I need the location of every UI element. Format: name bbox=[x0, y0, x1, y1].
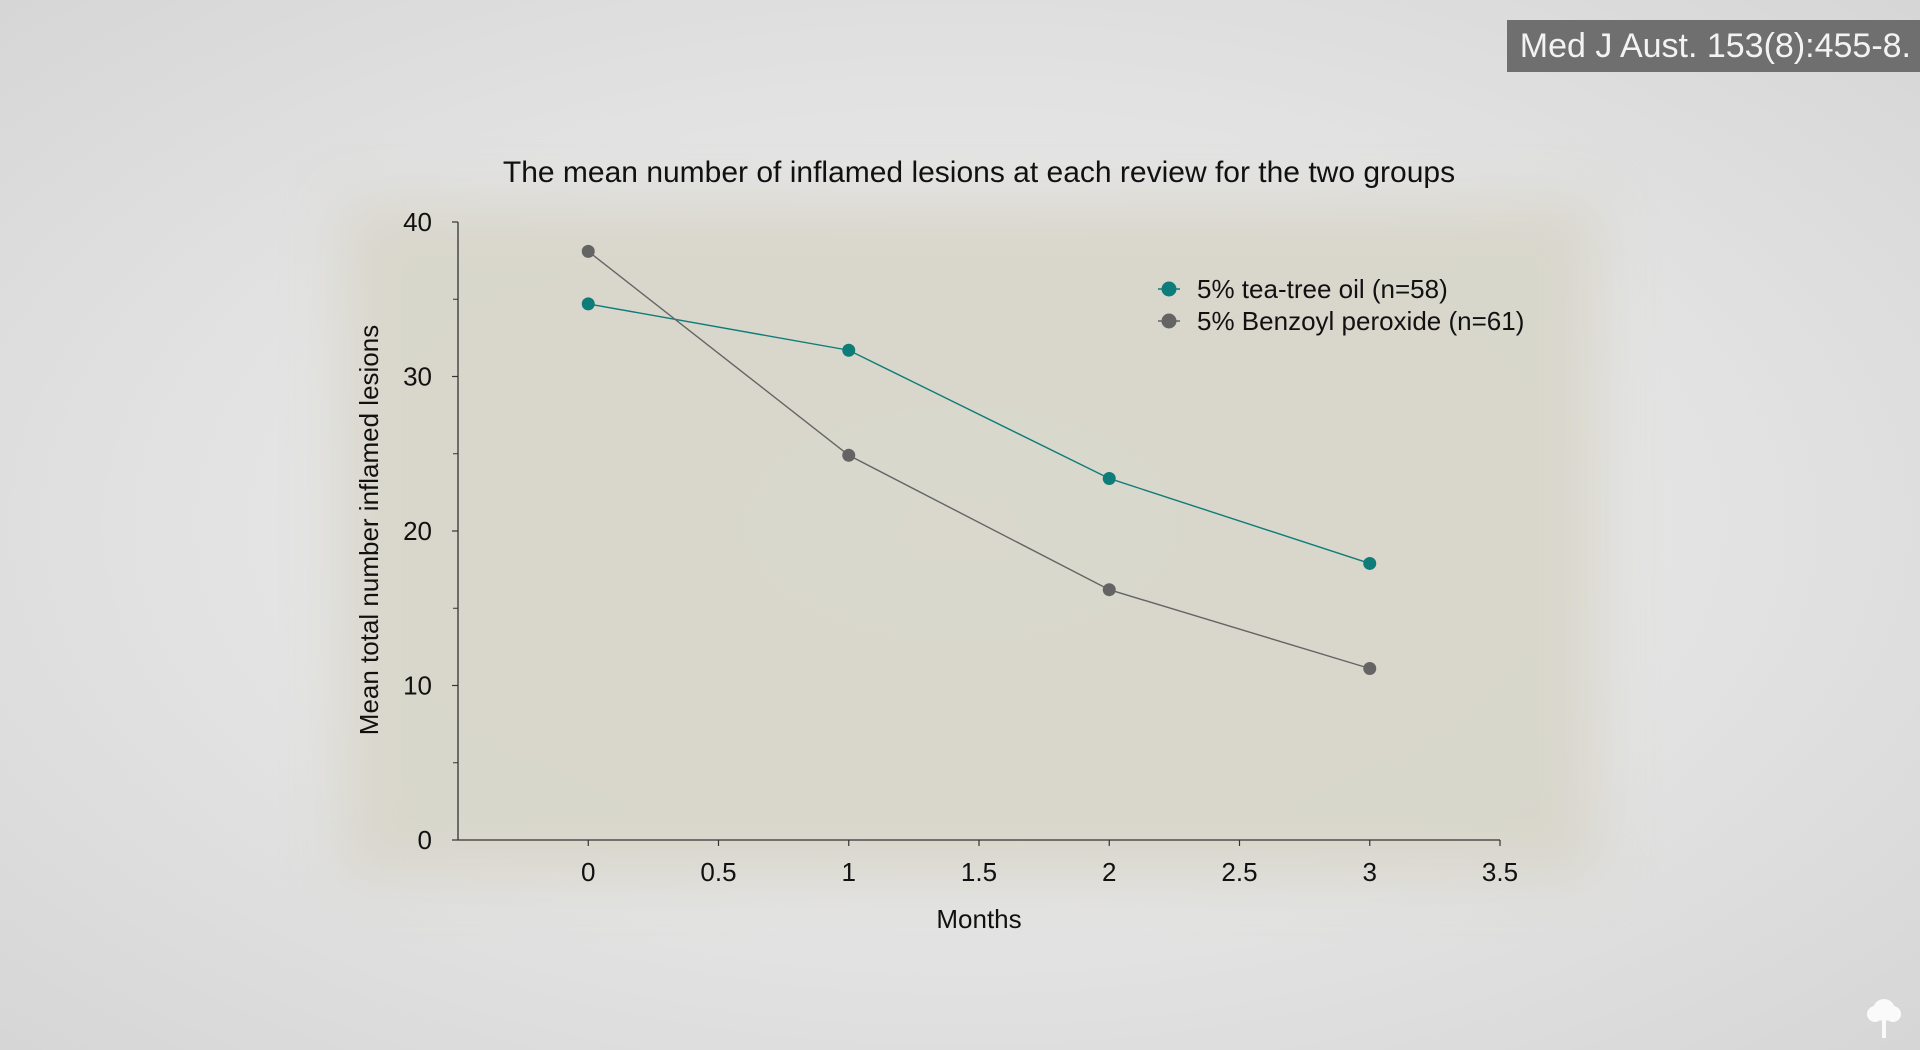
x-axis-label: Months bbox=[936, 904, 1021, 934]
legend-marker bbox=[1161, 281, 1177, 297]
x-tick-label: 2.5 bbox=[1221, 857, 1257, 887]
citation-label: Med J Aust. 153(8):455-8. bbox=[1506, 20, 1920, 72]
x-tick-label: 1.5 bbox=[961, 857, 997, 887]
x-tick-label: 2 bbox=[1102, 857, 1116, 887]
chart-title: The mean number of inflamed lesions at e… bbox=[503, 156, 1455, 189]
x-tick-label: 0.5 bbox=[700, 857, 736, 887]
data-point bbox=[1102, 471, 1116, 485]
y-tick-label: 0 bbox=[418, 825, 432, 855]
tree-icon bbox=[1867, 999, 1901, 1038]
series-layer bbox=[581, 244, 1377, 676]
legend-marker bbox=[1161, 313, 1177, 329]
series-line-2 bbox=[587, 250, 1370, 670]
y-axis-label: Mean total number inflamed lesions bbox=[354, 325, 384, 735]
x-tick-label: 0 bbox=[581, 857, 595, 887]
data-point bbox=[581, 297, 595, 311]
series-line-1 bbox=[588, 303, 1370, 565]
data-point bbox=[842, 448, 856, 462]
x-tick-label: 3 bbox=[1363, 857, 1377, 887]
data-point bbox=[581, 244, 595, 258]
x-tick-label: 3.5 bbox=[1482, 857, 1518, 887]
data-point bbox=[1102, 583, 1116, 597]
data-point bbox=[842, 343, 856, 357]
data-point bbox=[1363, 662, 1377, 676]
legend-label: 5% Benzoyl peroxide (n=61) bbox=[1197, 306, 1524, 336]
legend: 5% tea-tree oil (n=58)5% Benzoyl peroxid… bbox=[1158, 274, 1524, 336]
x-tick-label: 1 bbox=[842, 857, 856, 887]
y-tick-label: 40 bbox=[403, 207, 432, 237]
data-point bbox=[1363, 556, 1377, 570]
legend-label: 5% tea-tree oil (n=58) bbox=[1197, 274, 1448, 304]
plot-background bbox=[340, 200, 1600, 880]
y-tick-label: 30 bbox=[403, 362, 432, 392]
y-tick-label: 20 bbox=[403, 516, 432, 546]
axes: 0 10 20 30 40 0 0.5 1 1.5 2 2.5 3 3.5 bbox=[403, 207, 1518, 887]
y-tick-label: 10 bbox=[403, 671, 432, 701]
